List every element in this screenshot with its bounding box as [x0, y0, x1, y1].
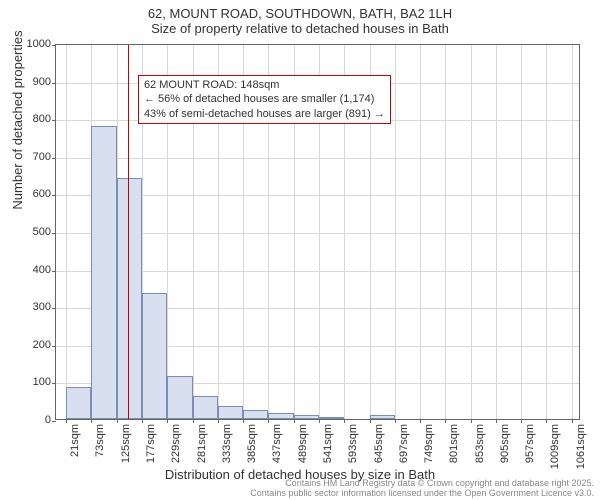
x-tick-mark	[142, 419, 143, 423]
histogram-bar	[268, 413, 293, 419]
x-tick-label: 957sqm	[524, 424, 536, 474]
y-tick-label: 600	[11, 188, 51, 200]
y-tick-mark	[52, 45, 56, 46]
x-tick-label: 1061sqm	[575, 424, 587, 474]
x-tick-label: 385sqm	[246, 424, 258, 474]
x-tick-mark	[117, 419, 118, 423]
x-tick-mark	[572, 419, 573, 423]
grid-line-h	[56, 158, 579, 159]
y-tick-mark	[52, 195, 56, 196]
grid-line-v	[420, 45, 421, 419]
x-tick-mark	[218, 419, 219, 423]
x-tick-label: 333sqm	[221, 424, 233, 474]
x-tick-mark	[370, 419, 371, 423]
grid-line-v	[445, 45, 446, 419]
histogram-bar	[218, 406, 243, 419]
x-tick-mark	[268, 419, 269, 423]
callout-line1: 62 MOUNT ROAD: 148sqm	[144, 78, 385, 92]
x-tick-mark	[91, 419, 92, 423]
histogram-bar	[370, 415, 395, 419]
y-tick-mark	[52, 271, 56, 272]
x-tick-mark	[294, 419, 295, 423]
y-tick-mark	[52, 308, 56, 309]
y-tick-label: 900	[11, 76, 51, 88]
grid-line-v	[572, 45, 573, 419]
x-tick-mark	[471, 419, 472, 423]
x-tick-label: 1009sqm	[549, 424, 561, 474]
x-tick-label: 437sqm	[271, 424, 283, 474]
x-tick-mark	[420, 419, 421, 423]
plot-area: 62 MOUNT ROAD: 148sqm ← 56% of detached …	[55, 44, 580, 420]
y-tick-label: 200	[11, 339, 51, 351]
grid-line-v	[471, 45, 472, 419]
histogram-bar	[294, 415, 319, 420]
y-tick-label: 1000	[11, 38, 51, 50]
x-tick-label: 801sqm	[448, 424, 460, 474]
x-tick-mark	[395, 419, 396, 423]
y-tick-mark	[52, 421, 56, 422]
y-tick-mark	[52, 158, 56, 159]
x-tick-label: 697sqm	[398, 424, 410, 474]
y-tick-label: 400	[11, 264, 51, 276]
x-tick-mark	[193, 419, 194, 423]
x-tick-label: 749sqm	[423, 424, 435, 474]
x-tick-mark	[546, 419, 547, 423]
grid-line-v	[546, 45, 547, 419]
x-tick-label: 541sqm	[322, 424, 334, 474]
histogram-bar	[319, 417, 344, 419]
y-tick-mark	[52, 383, 56, 384]
grid-line-v	[395, 45, 396, 419]
grid-line-v	[496, 45, 497, 419]
x-tick-mark	[319, 419, 320, 423]
histogram-bar	[142, 293, 167, 419]
reference-line	[128, 45, 129, 419]
x-tick-mark	[344, 419, 345, 423]
callout-line3: 43% of semi-detached houses are larger (…	[144, 107, 385, 121]
callout-line2: ← 56% of detached houses are smaller (1,…	[144, 92, 385, 106]
grid-line-v	[521, 45, 522, 419]
histogram-bar	[243, 410, 268, 419]
grid-line-v	[66, 45, 67, 419]
x-tick-label: 229sqm	[170, 424, 182, 474]
y-tick-mark	[52, 83, 56, 84]
x-tick-label: 21sqm	[69, 424, 81, 474]
y-tick-label: 0	[11, 414, 51, 426]
title-line1: 62, MOUNT ROAD, SOUTHDOWN, BATH, BA2 1LH	[0, 6, 600, 21]
footer-line1: Contains HM Land Registry data © Crown c…	[285, 478, 594, 488]
x-tick-label: 177sqm	[145, 424, 157, 474]
x-tick-mark	[66, 419, 67, 423]
x-tick-mark	[243, 419, 244, 423]
callout-box: 62 MOUNT ROAD: 148sqm ← 56% of detached …	[138, 75, 391, 124]
x-tick-label: 645sqm	[373, 424, 385, 474]
y-tick-mark	[52, 233, 56, 234]
x-tick-mark	[496, 419, 497, 423]
x-tick-label: 125sqm	[120, 424, 132, 474]
x-tick-mark	[521, 419, 522, 423]
histogram-bar	[66, 387, 91, 419]
x-tick-label: 489sqm	[297, 424, 309, 474]
title-line2: Size of property relative to detached ho…	[0, 21, 600, 36]
x-tick-label: 905sqm	[499, 424, 511, 474]
x-tick-label: 73sqm	[94, 424, 106, 474]
x-tick-mark	[445, 419, 446, 423]
footer-line2: Contains public sector information licen…	[250, 488, 594, 498]
histogram-bar	[117, 178, 142, 419]
histogram-bar	[193, 396, 218, 419]
y-tick-label: 700	[11, 151, 51, 163]
y-tick-label: 100	[11, 376, 51, 388]
histogram-bar	[91, 126, 116, 419]
y-tick-mark	[52, 120, 56, 121]
y-tick-mark	[52, 346, 56, 347]
x-tick-mark	[167, 419, 168, 423]
x-tick-label: 593sqm	[347, 424, 359, 474]
x-tick-label: 853sqm	[474, 424, 486, 474]
histogram-bar	[167, 376, 192, 419]
y-tick-label: 500	[11, 226, 51, 238]
chart-title: 62, MOUNT ROAD, SOUTHDOWN, BATH, BA2 1LH…	[0, 0, 600, 36]
x-tick-label: 281sqm	[196, 424, 208, 474]
y-tick-label: 300	[11, 301, 51, 313]
y-tick-label: 800	[11, 113, 51, 125]
